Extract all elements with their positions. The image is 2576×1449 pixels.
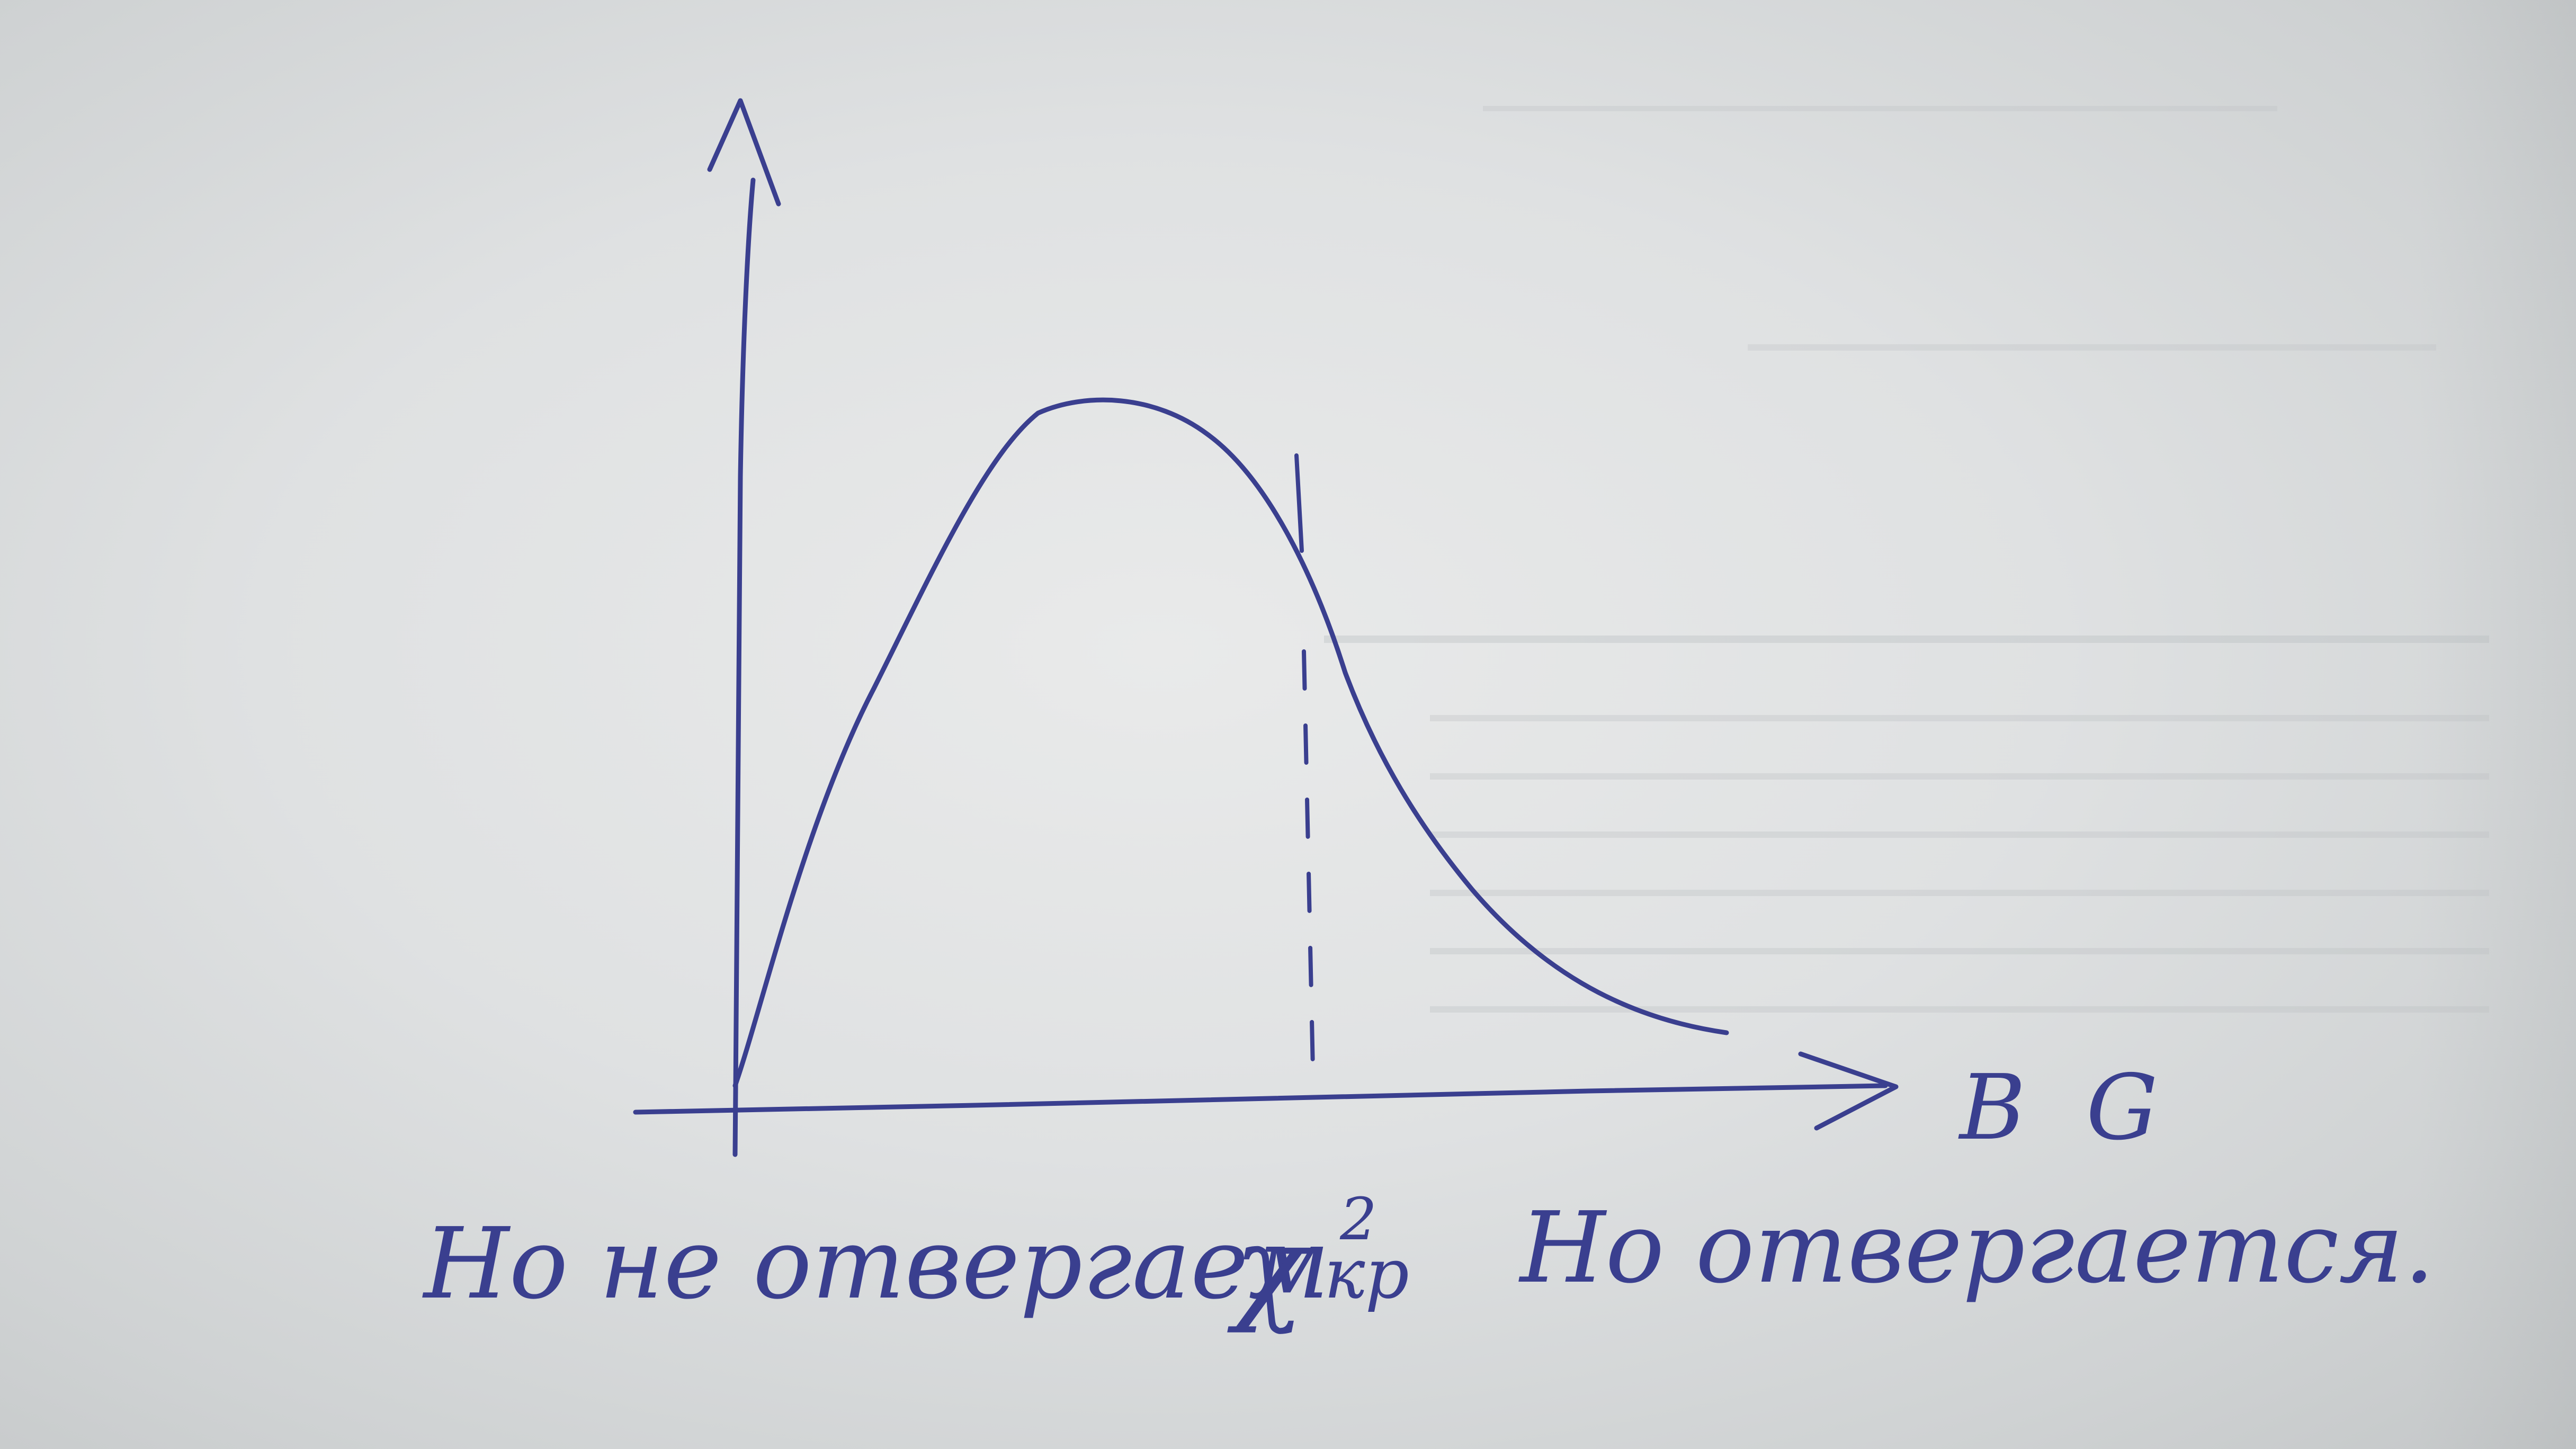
chi-square-exponent: 2 xyxy=(1339,1185,1377,1253)
caption-reject-region: Ho отвергается. xyxy=(1518,1191,2435,1305)
x-axis-arrowhead xyxy=(1798,1051,1899,1131)
paper-edge-shadow xyxy=(2417,0,2576,1449)
chi-square-subscript: кр xyxy=(1324,1233,1409,1314)
show-through-text xyxy=(1324,106,2489,1013)
x-axis-label: B G xyxy=(1958,1056,2174,1160)
chi-square-critical-symbol: χ xyxy=(1227,1200,1311,1336)
caption-accept-region: Ho не отвергаем xyxy=(422,1206,1330,1321)
y-axis-arrowhead xyxy=(707,98,781,207)
critical-marker-top xyxy=(1294,453,1304,553)
density-curve xyxy=(732,397,1729,1088)
y-axis xyxy=(732,177,756,1157)
critical-marker-dashed xyxy=(1302,649,1316,1096)
chi-symbol: χ xyxy=(1227,1200,1311,1336)
x-axis xyxy=(633,1083,1888,1115)
